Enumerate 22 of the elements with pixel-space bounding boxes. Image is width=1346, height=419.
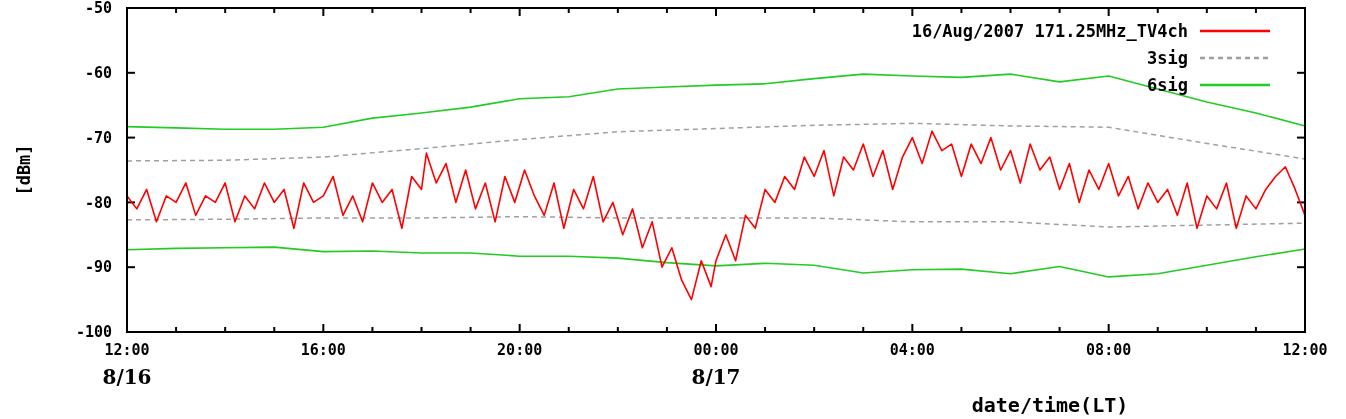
x-tick-label: 00:00 8/17 — [691, 341, 741, 389]
y-tick-label: -100 — [75, 323, 112, 342]
x-tick-label: 16:00 — [300, 341, 346, 359]
x-tick-label: 04:00 — [889, 341, 935, 359]
line-series — [126, 122, 1306, 162]
y-tick-label: -90 — [84, 258, 112, 277]
y-tick-label: -70 — [84, 128, 112, 147]
y-axis-title: [dBm] — [14, 144, 34, 196]
x-tick-label: 12:00 8/16 — [102, 341, 152, 389]
line-series — [126, 130, 1306, 301]
y-tick-label: -50 — [84, 0, 112, 18]
line-series — [126, 73, 1306, 130]
line-series — [126, 246, 1306, 278]
x-tick-label: 08:00 — [1086, 341, 1132, 359]
x-tick-label: 20:00 — [497, 341, 543, 359]
x-axis-title: date/time(LT) — [971, 393, 1129, 417]
legend-label: 16/Aug/2007 171.25MHz_TV4ch — [911, 20, 1188, 41]
legend-label: 6sig — [1147, 74, 1188, 95]
y-tick-label: -80 — [84, 193, 112, 212]
legend-label: 3sig — [1147, 47, 1188, 68]
x-tick-label: 12:00 — [1282, 341, 1328, 359]
y-tick-label: -60 — [84, 64, 112, 83]
